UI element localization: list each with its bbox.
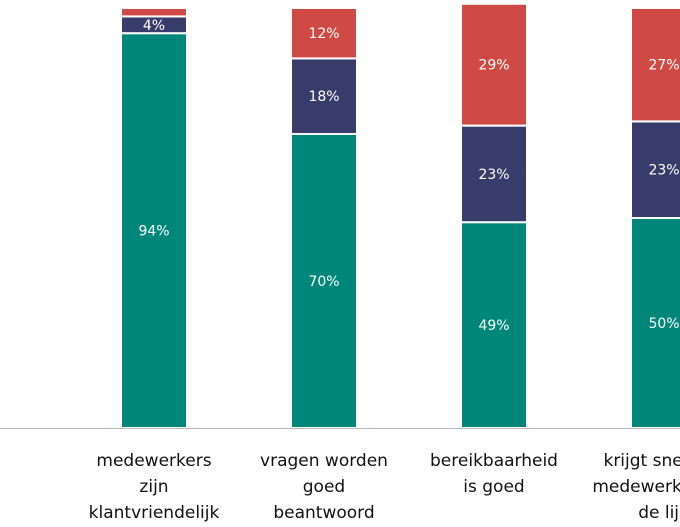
data-label: 12% xyxy=(308,26,339,42)
x-tick-label: medewerkers xyxy=(96,451,211,471)
bar-segment xyxy=(630,7,680,123)
x-tick-label: medewerker aan xyxy=(592,477,680,497)
data-label: 4% xyxy=(143,18,165,34)
x-tick-label: bereikbaarheid xyxy=(430,451,558,471)
data-label: 23% xyxy=(648,163,679,179)
x-tick-label: klantvriendelijk xyxy=(89,503,220,523)
x-tick-label: de lijn xyxy=(638,503,680,523)
x-tick-label: is goed xyxy=(463,477,524,497)
x-tick-label: goed xyxy=(303,477,345,497)
bar-segment xyxy=(460,2,528,127)
bar-segment xyxy=(120,32,188,429)
bar-segment xyxy=(290,7,358,60)
x-tick-label: krijgt snel een xyxy=(603,451,680,471)
x-tick-label: zijn xyxy=(139,477,168,497)
data-label: 94% xyxy=(138,224,169,240)
data-label: 50% xyxy=(648,316,679,332)
data-label: 18% xyxy=(308,89,339,105)
data-label: 49% xyxy=(478,318,509,334)
x-tick-label: vragen worden xyxy=(260,451,388,471)
x-tick-label: beantwoord xyxy=(273,503,374,523)
bar-segment xyxy=(290,57,358,135)
bar-segment xyxy=(460,124,528,224)
data-label: 27% xyxy=(648,58,679,74)
data-label: 23% xyxy=(478,167,509,183)
bar-segment xyxy=(120,7,188,18)
data-label: 29% xyxy=(478,58,509,74)
data-label: 70% xyxy=(308,274,339,290)
bar-segment xyxy=(630,217,680,429)
